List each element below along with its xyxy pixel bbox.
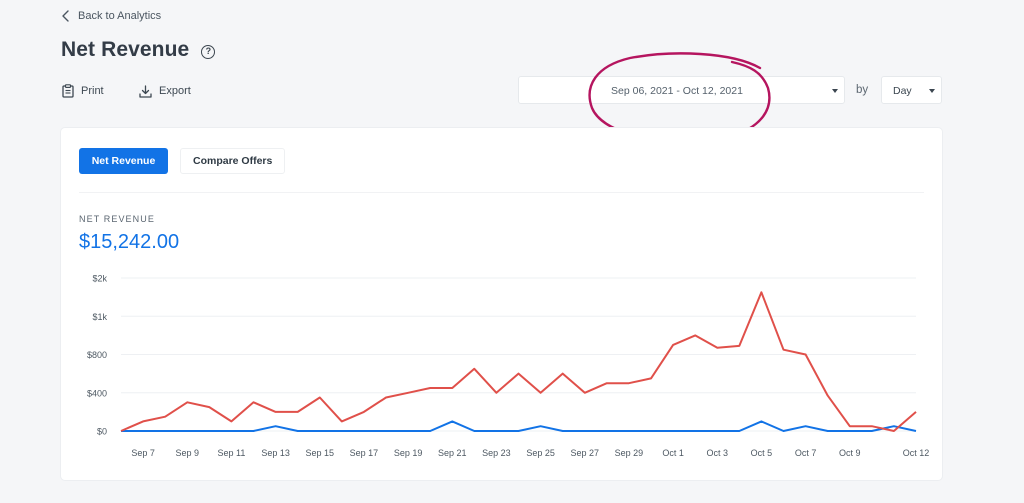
x-tick-label: Oct 7 xyxy=(795,448,817,458)
revenue-card: Net Revenue Compare Offers NET REVENUE $… xyxy=(61,128,942,480)
download-icon xyxy=(139,84,152,98)
print-button[interactable]: Print xyxy=(62,83,104,99)
x-tick-label: Sep 7 xyxy=(131,448,155,458)
y-tick-label: $2k xyxy=(92,274,107,284)
x-tick-label: Sep 17 xyxy=(350,448,379,458)
print-label: Print xyxy=(81,85,104,97)
chevron-left-icon xyxy=(62,10,69,22)
x-tick-label: Sep 15 xyxy=(305,448,334,458)
x-tick-label: Oct 3 xyxy=(706,448,728,458)
x-tick-label: Oct 9 xyxy=(839,448,861,458)
back-link[interactable]: Back to Analytics xyxy=(62,8,161,24)
x-tick-label: Oct 5 xyxy=(751,448,773,458)
revenue-line-chart: $0 $400 $800 $1k $2k Sep 7 Sep 9 Sep 11 Sep 13 Se… xyxy=(87,274,930,459)
period-value: Day xyxy=(893,85,912,97)
caret-down-icon xyxy=(832,89,838,93)
tab-net-revenue[interactable]: Net Revenue xyxy=(79,148,168,174)
series-line-primary xyxy=(120,291,917,432)
x-tick-label: Oct 12 xyxy=(903,448,930,458)
export-button[interactable]: Export xyxy=(139,83,191,99)
x-tick-label: Sep 11 xyxy=(217,448,245,458)
x-tick-label: Sep 21 xyxy=(438,448,467,458)
x-tick-label: Sep 9 xyxy=(175,448,199,458)
x-tick-label: Sep 19 xyxy=(394,448,423,458)
y-tick-label: $400 xyxy=(87,388,107,398)
y-tick-label: $1k xyxy=(92,312,107,322)
metric-value: $15,242.00 xyxy=(79,231,180,253)
clipboard-icon xyxy=(62,84,74,98)
caret-down-icon xyxy=(929,89,935,93)
by-label: by xyxy=(856,84,869,96)
y-tick-label: $800 xyxy=(87,350,107,360)
x-tick-label: Sep 13 xyxy=(261,448,290,458)
y-tick-label: $0 xyxy=(97,427,107,437)
back-link-label: Back to Analytics xyxy=(78,10,162,22)
tab-compare-offers[interactable]: Compare Offers xyxy=(180,148,286,174)
divider xyxy=(79,192,924,193)
help-icon[interactable]: ? xyxy=(201,44,216,59)
series-line-secondary xyxy=(121,420,917,432)
x-tick-label: Sep 25 xyxy=(526,448,555,458)
date-range-value: Sep 06, 2021 - Oct 12, 2021 xyxy=(611,85,743,97)
page-title: Net Revenue xyxy=(61,38,190,61)
x-tick-label: Sep 27 xyxy=(570,448,599,458)
date-range-select[interactable]: Sep 06, 2021 - Oct 12, 2021 xyxy=(518,76,845,104)
export-label: Export xyxy=(159,85,191,97)
x-tick-label: Sep 23 xyxy=(482,448,511,458)
metric-label: NET REVENUE xyxy=(79,214,155,224)
period-select[interactable]: Day xyxy=(881,76,942,104)
x-tick-label: Oct 1 xyxy=(662,448,684,458)
x-tick-label: Sep 29 xyxy=(615,448,644,458)
